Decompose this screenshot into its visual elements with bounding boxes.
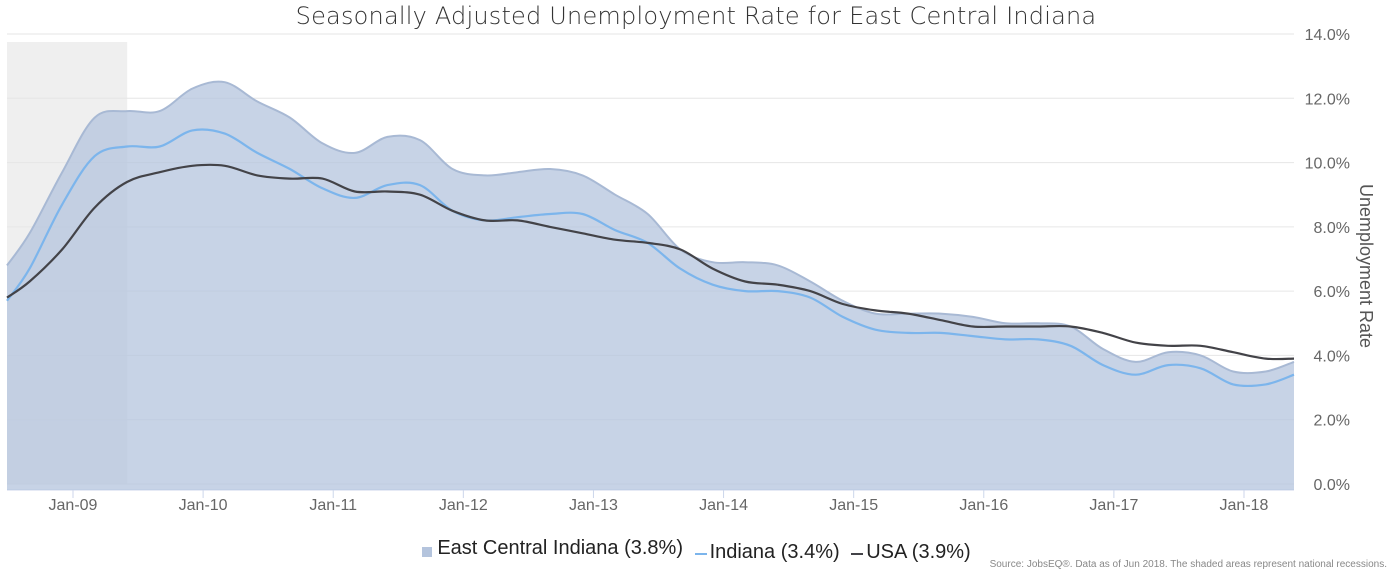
legend-label: Indiana (3.4%): [709, 540, 840, 563]
x-tick-label: Jan-13: [569, 497, 618, 514]
x-tick-label: Jan-16: [959, 497, 1008, 514]
x-tick-label: Jan-18: [1220, 497, 1269, 514]
source-note: Source: JobsEQ®. Data as of Jun 2018. Th…: [989, 559, 1387, 570]
line-swatch-icon: [851, 553, 864, 555]
area-swatch-icon: [422, 547, 433, 557]
legend-item-usa[interactable]: USA (3.9%): [851, 540, 971, 564]
legend-item-east-central-indiana[interactable]: East Central Indiana (3.8%): [422, 537, 683, 560]
legend-label: East Central Indiana (3.8%): [437, 536, 683, 559]
legend-label: USA (3.9%): [866, 540, 971, 563]
x-tick-label: Jan-17: [1089, 497, 1138, 514]
line-swatch-icon: [694, 553, 707, 555]
y-tick-label: 0.0%: [1314, 477, 1350, 494]
y-tick-label: 6.0%: [1314, 284, 1350, 301]
y-axis-label: Unemployment Rate: [1356, 184, 1376, 348]
y-tick-label: 10.0%: [1305, 156, 1350, 173]
y-tick-label: 8.0%: [1314, 220, 1350, 237]
y-tick-label: 14.0%: [1305, 27, 1350, 44]
legend-item-indiana[interactable]: Indiana (3.4%): [694, 540, 840, 564]
x-tick-label: Jan-10: [179, 497, 228, 514]
plot-area: 0.0% 2.0% 4.0% 6.0% 8.0% 10.0% 12.0% 14.0% Jan-0…: [6, 27, 1350, 514]
series-area-east-central-indiana: [7, 81, 1294, 490]
x-tick-label: Jan-15: [829, 497, 878, 514]
y-tick-label: 4.0%: [1314, 348, 1350, 365]
y-tick-label: 2.0%: [1314, 413, 1350, 430]
series-area-outline-east-central-indiana: [6, 80, 1295, 375]
x-tick-label: Jan-12: [439, 497, 488, 514]
x-tick-label: Jan-09: [49, 497, 98, 514]
chart-title: Seasonally Adjusted Unemployment Rate fo…: [296, 2, 1097, 30]
series-line-usa: [6, 163, 1295, 361]
x-tick-label: Jan-11: [309, 497, 357, 514]
x-tick-label: Jan-14: [699, 497, 748, 514]
y-tick-label: 12.0%: [1305, 91, 1350, 108]
legend: East Central Indiana (3.8%) Indiana (3.4…: [0, 536, 1393, 564]
